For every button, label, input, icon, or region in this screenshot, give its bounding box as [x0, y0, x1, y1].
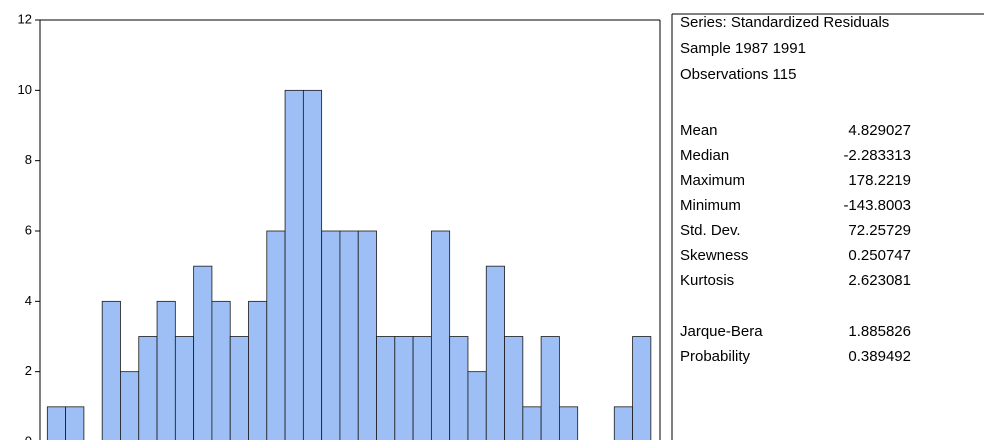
bar	[284, 89, 304, 440]
stat-label: Probability	[680, 348, 751, 365]
bar	[394, 336, 414, 440]
bar	[412, 336, 432, 440]
stat-label: Skewness	[680, 247, 748, 264]
stats-panel: Series: Standardized Residuals Sample 198…	[671, 13, 984, 440]
bar	[613, 406, 633, 440]
bar	[248, 300, 268, 440]
stat-value: 0.389492	[848, 348, 911, 365]
panel-header: Observations 115	[680, 66, 796, 83]
stat-value: 1.885826	[848, 323, 911, 340]
y-tick-label: 12	[18, 11, 32, 26]
bar	[357, 230, 377, 440]
stat-value: -143.8003	[843, 197, 911, 214]
bar	[522, 406, 542, 440]
stat-label: Median	[680, 147, 729, 164]
stat-value: 4.829027	[848, 122, 911, 139]
stat-value: 2.623081	[848, 272, 911, 289]
bar	[467, 371, 487, 440]
bar	[485, 265, 505, 440]
stat-label: Minimum	[680, 197, 741, 214]
bar	[211, 300, 231, 440]
stat-label: Maximum	[680, 172, 745, 189]
bar	[156, 300, 176, 440]
y-tick-label: 8	[25, 152, 32, 167]
bar	[193, 265, 213, 440]
stat-value: 178.2219	[848, 172, 911, 189]
stat-value: 0.250747	[848, 247, 911, 264]
bar	[46, 406, 67, 440]
stat-value: -2.283313	[843, 147, 911, 164]
stat-label: Mean	[680, 122, 718, 139]
bar	[174, 336, 195, 440]
bar	[339, 230, 359, 440]
bar	[65, 406, 85, 440]
y-tick-label: 6	[25, 222, 32, 237]
y-tick-label: 4	[25, 293, 32, 308]
stat-value: 72.25729	[848, 222, 911, 239]
histogram: 0 2 4 6 8 10 12	[18, 11, 661, 440]
stat-label: Kurtosis	[680, 272, 734, 289]
bar	[138, 336, 158, 440]
bar	[504, 336, 524, 440]
y-tick-label: 2	[25, 363, 32, 378]
bar	[120, 371, 140, 440]
bar	[321, 230, 341, 440]
bar	[559, 406, 579, 440]
stat-label: Std. Dev.	[680, 222, 741, 239]
bar	[430, 230, 451, 440]
bar	[449, 336, 469, 440]
bar	[229, 336, 249, 440]
panel-header: Sample 1987 1991	[680, 40, 806, 57]
stat-label: Jarque-Bera	[680, 323, 763, 340]
bar	[540, 336, 560, 440]
bar	[302, 89, 323, 440]
bar	[376, 336, 396, 440]
y-tick-label: 0	[25, 433, 32, 440]
bar	[101, 300, 121, 440]
bar	[266, 230, 286, 440]
panel-header: Series: Standardized Residuals	[680, 14, 889, 31]
y-tick-label: 10	[18, 82, 32, 97]
bar	[632, 336, 652, 440]
